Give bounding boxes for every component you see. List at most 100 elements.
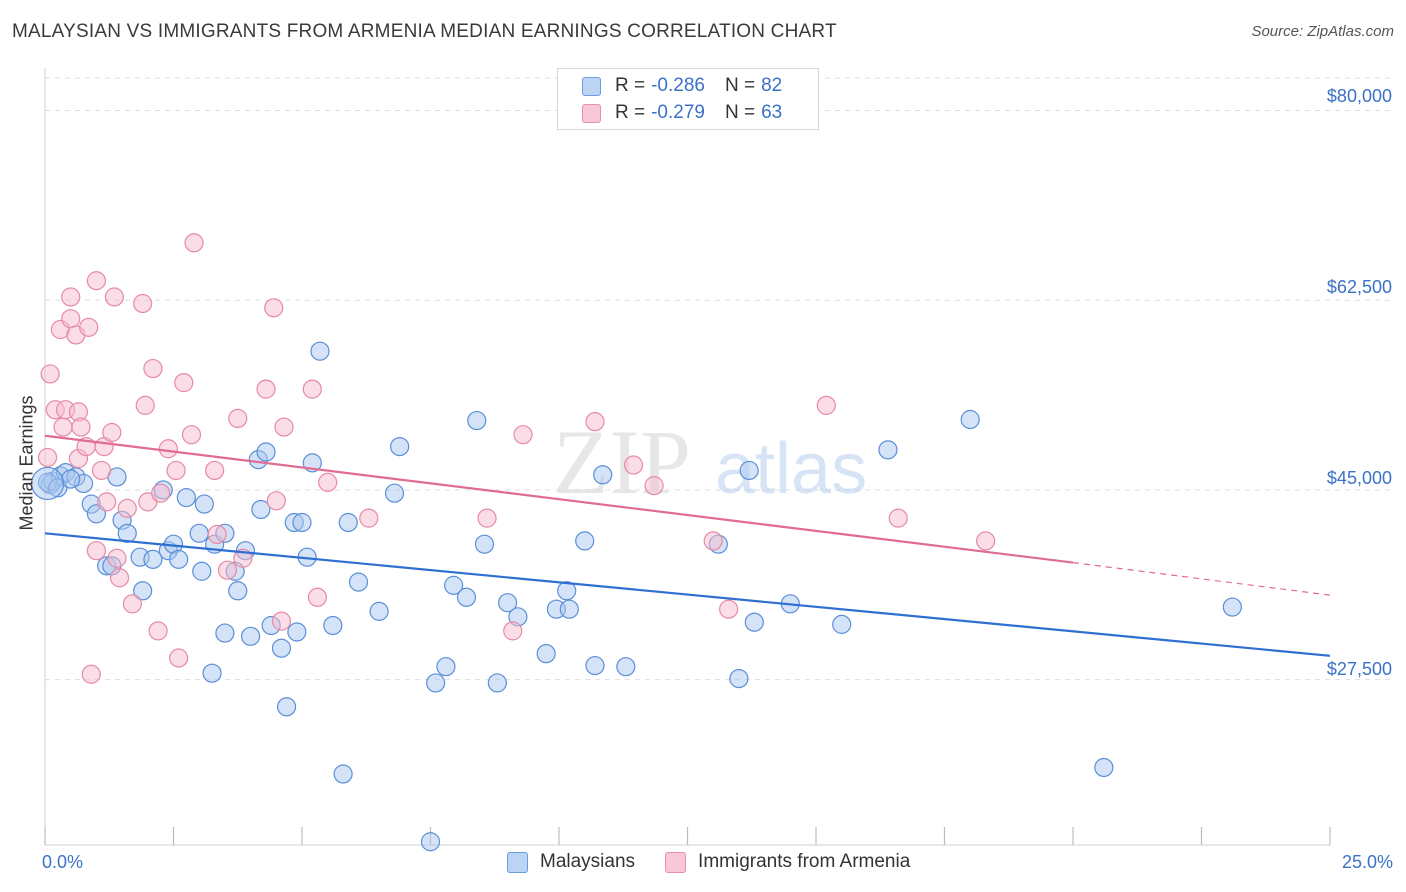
series-legend: Malaysians Immigrants from Armenia	[507, 851, 940, 873]
malaysians-point	[832, 614, 852, 634]
malaysians-point	[251, 499, 271, 520]
armenia-point	[97, 492, 117, 512]
malaysians-point	[61, 469, 81, 489]
malaysians-point	[369, 601, 389, 621]
stats-row-armenia: R = -0.279 N = 63	[582, 100, 782, 126]
armenia-point	[503, 621, 523, 641]
armenia-point	[205, 460, 225, 481]
armenia-point	[181, 425, 202, 445]
armenia-point	[816, 395, 836, 415]
malaysians-point	[474, 534, 495, 554]
malaysians-point	[456, 587, 477, 607]
malaysians-point	[467, 410, 487, 431]
legend-item-malaysians[interactable]: Malaysians	[507, 851, 635, 873]
armenia-point	[228, 408, 248, 429]
armenia-point	[40, 364, 60, 384]
malaysians-point	[1094, 757, 1114, 778]
malaysians-point	[117, 523, 137, 543]
malaysians-point	[169, 549, 189, 569]
stats-row-malaysians: R = -0.286 N = 82	[582, 73, 782, 99]
armenia-point	[217, 560, 238, 580]
armenia-point	[148, 621, 168, 641]
n-value: 63	[761, 102, 783, 123]
armenia-point	[888, 508, 908, 528]
armenia-point	[207, 524, 227, 545]
armenia-point	[274, 417, 294, 437]
armenia-point	[513, 425, 533, 445]
legend-item-armenia[interactable]: Immigrants from Armenia	[665, 851, 910, 873]
r-label: R =	[615, 75, 646, 96]
malaysians-point	[878, 440, 898, 460]
malaysians-point	[189, 523, 209, 543]
armenia-point	[184, 233, 204, 253]
malaysians-point	[202, 663, 222, 683]
armenia-point	[233, 548, 253, 568]
armenia-point	[151, 483, 171, 503]
malaysians-trend-line	[44, 532, 1331, 657]
malaysians-point	[498, 593, 518, 613]
malaysians-point	[333, 764, 353, 784]
malaysians-point	[287, 622, 307, 642]
armenia-point	[135, 395, 155, 415]
armenia-point	[359, 508, 379, 528]
x-tick-label-max: 25.0%	[1341, 852, 1393, 872]
malaysians-point	[143, 549, 163, 569]
armenia-point	[79, 317, 99, 337]
armenia-point	[644, 476, 664, 496]
armenia-point	[61, 309, 81, 329]
armenia-point	[719, 599, 739, 619]
malaysians-point	[292, 512, 312, 533]
armenia-point	[86, 541, 107, 561]
armenia-point	[585, 412, 605, 432]
y-axis-label: Median Earnings	[16, 395, 37, 531]
armenia-point	[107, 548, 127, 568]
armenia-point	[104, 287, 124, 307]
r-value: -0.286	[651, 75, 705, 96]
malaysians-point	[487, 673, 507, 693]
malaysians-point	[338, 512, 358, 533]
malaysians-point	[744, 612, 764, 632]
armenia-point	[271, 611, 292, 631]
malaysians-legend-swatch	[507, 851, 528, 873]
armenia-point	[133, 293, 153, 314]
armenia-point	[122, 594, 142, 614]
malaysians-point	[271, 638, 292, 658]
x-tick-label-min: 0.0%	[42, 852, 84, 872]
armenia-point	[109, 568, 130, 588]
armenia-point	[264, 298, 284, 318]
armenia-point	[166, 460, 186, 481]
malaysians-point	[215, 623, 235, 643]
malaysians-point	[1222, 597, 1242, 617]
malaysians-point	[133, 581, 153, 601]
y-tick-label: $27,500	[1326, 659, 1392, 679]
malaysians-point	[192, 561, 212, 581]
armenia-legend-swatch	[665, 851, 687, 873]
malaysians-point	[194, 494, 214, 514]
armenia-point	[81, 664, 101, 684]
series-armenia-points	[37, 233, 996, 684]
malaysians-point	[323, 615, 343, 636]
malaysians-point	[228, 581, 248, 601]
armenia-point	[477, 508, 497, 528]
chart-title: MALAYSIAN VS IMMIGRANTS FROM ARMENIA MED…	[12, 21, 837, 42]
malaysians-cluster-point	[30, 466, 65, 501]
armenia-trend-extension	[1072, 561, 1331, 596]
malaysians-point	[310, 341, 330, 361]
armenia-point	[117, 498, 137, 518]
n-label: N =	[724, 75, 756, 96]
trend-lines	[44, 434, 1331, 657]
armenia-point	[71, 417, 91, 437]
armenia-point	[86, 271, 107, 291]
malaysians-point	[575, 531, 595, 551]
malaysians-point	[420, 832, 441, 852]
malaysians-point	[739, 460, 759, 481]
malaysians-point	[384, 483, 405, 503]
armenia-trend-line	[44, 434, 1074, 564]
y-tick-label: $62,500	[1326, 277, 1392, 297]
malaysians-point	[593, 465, 613, 485]
r-value: -0.279	[651, 102, 705, 123]
armenia-point	[37, 447, 58, 468]
y-tick-label: $45,000	[1326, 468, 1392, 488]
armenia-point	[703, 531, 723, 551]
malaysians-point	[444, 575, 464, 595]
